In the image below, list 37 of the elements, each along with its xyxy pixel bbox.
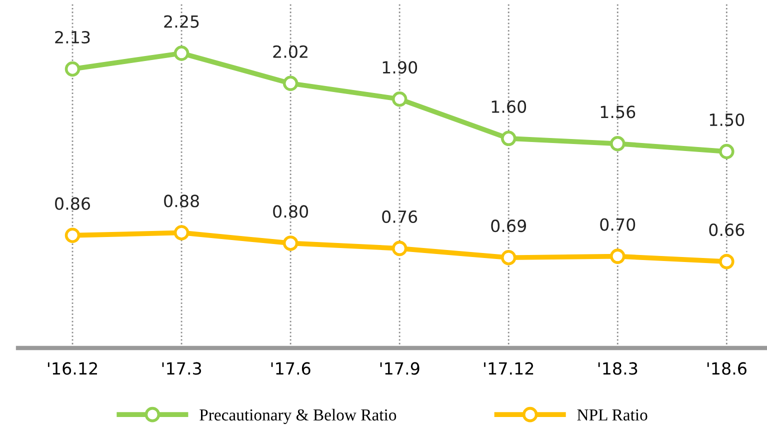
point [610,136,626,152]
x-tick-label: '17.3 [162,362,202,375]
data-label: 0.86 [55,197,90,210]
data-label: 1.60 [492,100,526,113]
x-tick-label: '18.6 [707,362,746,375]
point [282,236,298,251]
legend-label: Precautionary & Below Ratio [200,408,396,424]
x-tick-label: '17.12 [484,362,534,375]
point [392,240,408,256]
point [282,76,298,92]
data-label: 2.13 [55,30,90,44]
data-label: 1.50 [710,113,744,126]
data-label: 0.69 [491,220,526,232]
x-tick-label: '18.3 [598,362,638,375]
point [610,248,626,264]
point [64,61,80,77]
x-tick-label: '17.9 [380,362,420,375]
point [719,144,734,160]
legend-label: NPL Ratio [577,409,648,421]
data-label: 1.56 [600,106,636,118]
x-tick-label: '16.12 [48,362,97,375]
point [719,254,734,270]
data-label: 2.02 [273,45,308,58]
point [500,250,516,266]
data-label: 0.66 [709,223,744,236]
data-label: 1.90 [382,61,418,74]
point [174,46,190,61]
point [64,228,80,243]
point [392,91,408,107]
data-label: 2.25 [164,15,199,28]
point [500,130,516,146]
point [174,225,190,240]
data-label: 0.80 [273,205,308,218]
data-label: 0.76 [382,210,418,223]
data-label: 0.88 [164,194,199,208]
x-tick-label: '17.6 [271,362,310,375]
data-label: 0.70 [600,218,636,231]
